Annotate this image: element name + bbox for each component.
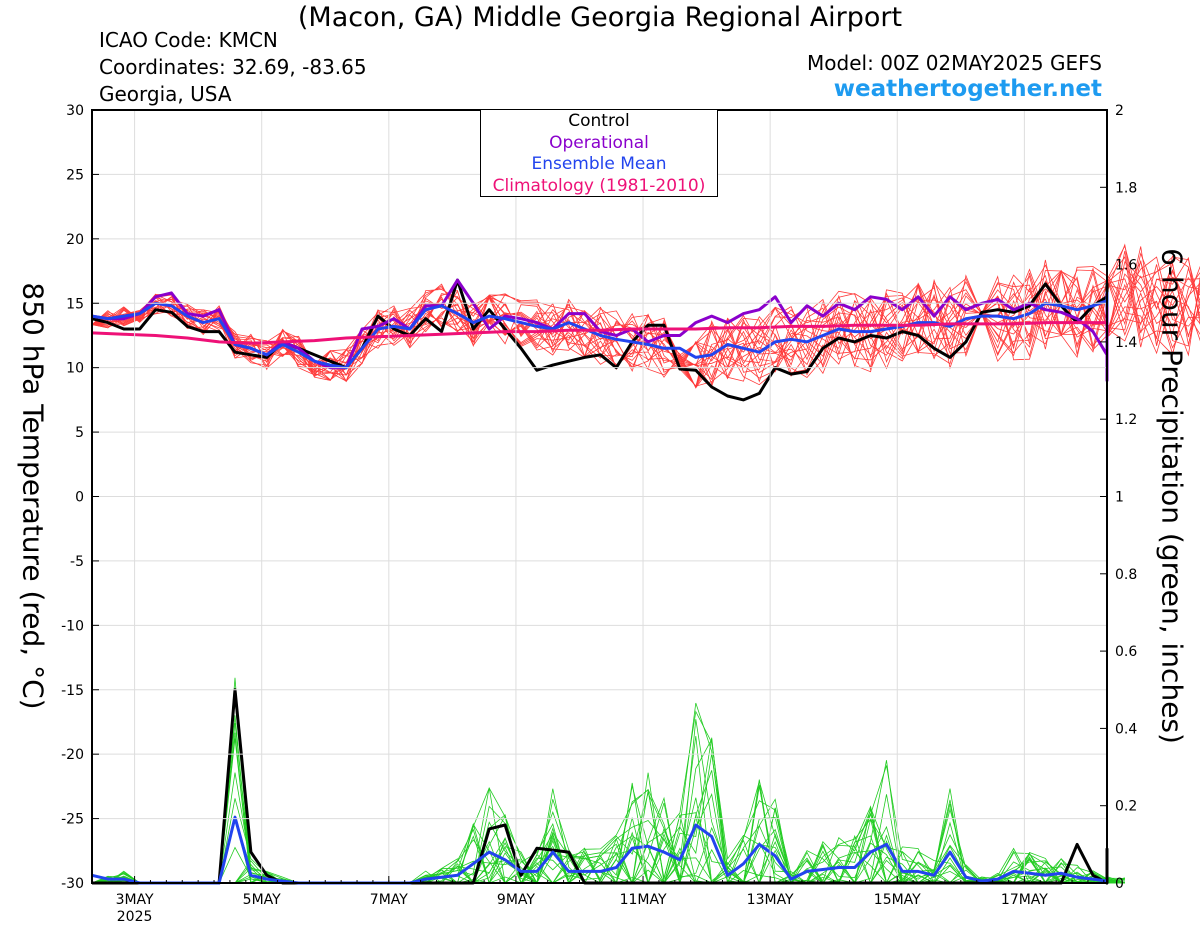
y-tick-label-left: 15 — [66, 296, 84, 312]
ensemble-precip-member — [92, 770, 1125, 884]
ensemble-temp-member — [91, 282, 1200, 381]
y-tick-label-right: 0.4 — [1115, 721, 1137, 737]
series-lines — [91, 278, 1109, 885]
model-run: Model: 00Z 02MAY2025 GEFS — [807, 51, 1102, 75]
ensemble-temp-member — [91, 256, 1200, 389]
y-tick-label-left: 25 — [66, 167, 84, 183]
legend-operational: Operational — [549, 132, 649, 153]
x-tick-label: 5MAY — [243, 892, 281, 908]
x-tick-label: 17MAY — [1001, 892, 1048, 908]
y-tick-label-right: 1.6 — [1115, 258, 1137, 274]
ensemble-precip-member — [92, 791, 1125, 884]
y-tick-label-left: 10 — [66, 361, 84, 377]
y-tick-label-left: -5 — [70, 554, 84, 570]
y-axis-label-right: 6-hour Precipitation (green, inches) — [1155, 248, 1189, 744]
ensemble-precip-member — [91, 677, 1125, 884]
legend-control: Control — [568, 111, 630, 131]
y-axis-label-left: 850 hPa Temperature (red, °C) — [16, 282, 50, 710]
x-tick-label: 11MAY — [620, 892, 667, 908]
y-tick-label-left: 30 — [66, 103, 84, 119]
y-tick-label-right: 1.8 — [1115, 180, 1137, 196]
region: Georgia, USA — [99, 82, 232, 106]
site-link[interactable]: weathertogether.net — [833, 76, 1102, 102]
series-control-temp — [91, 278, 1109, 402]
series-ensemble-mean-temp — [91, 291, 1109, 370]
chart-title: (Macon, GA) Middle Georgia Regional Airp… — [297, 2, 903, 33]
legend-ensemble-mean: Ensemble Mean — [531, 154, 667, 174]
ensemble-temp-member — [91, 243, 1200, 389]
y-tick-label-left: -15 — [61, 683, 84, 699]
ensemble-precip-member — [91, 710, 1125, 885]
icao-code: ICAO Code: KMCN — [99, 28, 278, 52]
y-tick-label-left: 5 — [75, 425, 84, 441]
x-tick-label: 3MAY — [116, 892, 154, 908]
legend: Control Operational Ensemble Mean Climat… — [480, 109, 718, 197]
ensemble-temp-member — [91, 244, 1200, 387]
y-tick-label-right: 1 — [1115, 490, 1124, 506]
legend-climatology: Climatology (1981-2010) — [492, 175, 706, 196]
y-tick-label-left: -25 — [61, 812, 84, 828]
ensemble-temp-members — [91, 243, 1200, 389]
y-tick-label-left: 20 — [66, 232, 84, 248]
y-tick-label-right: 0.6 — [1115, 644, 1137, 660]
y-tick-label-right: 1.2 — [1115, 412, 1137, 428]
x-tick-label: 9MAY — [497, 892, 535, 908]
x-tick-label: 15MAY — [874, 892, 921, 908]
y-tick-label-left: -20 — [61, 747, 84, 763]
axes: 302520151050-5-10-15-20-25-3021.81.61.41… — [61, 103, 1137, 925]
y-tick-label-right: 0 — [1115, 876, 1124, 892]
y-tick-label-right: 0.8 — [1115, 567, 1137, 583]
x-tick-label: 7MAY — [370, 892, 408, 908]
x-tick-sublabel: 2025 — [117, 909, 153, 925]
x-tick-label: 13MAY — [747, 892, 794, 908]
y-tick-label-left: 0 — [75, 490, 84, 506]
coordinates: Coordinates: 32.69, -83.65 — [99, 55, 367, 79]
y-tick-label-right: 0.2 — [1115, 799, 1137, 815]
ensemble-precip-member — [92, 788, 1125, 885]
y-tick-label-right: 2 — [1115, 103, 1124, 119]
y-tick-label-left: -10 — [61, 618, 84, 634]
ensemble-precip-members — [91, 677, 1125, 885]
y-tick-label-right: 1.4 — [1115, 335, 1137, 351]
y-tick-label-left: -30 — [61, 876, 84, 892]
